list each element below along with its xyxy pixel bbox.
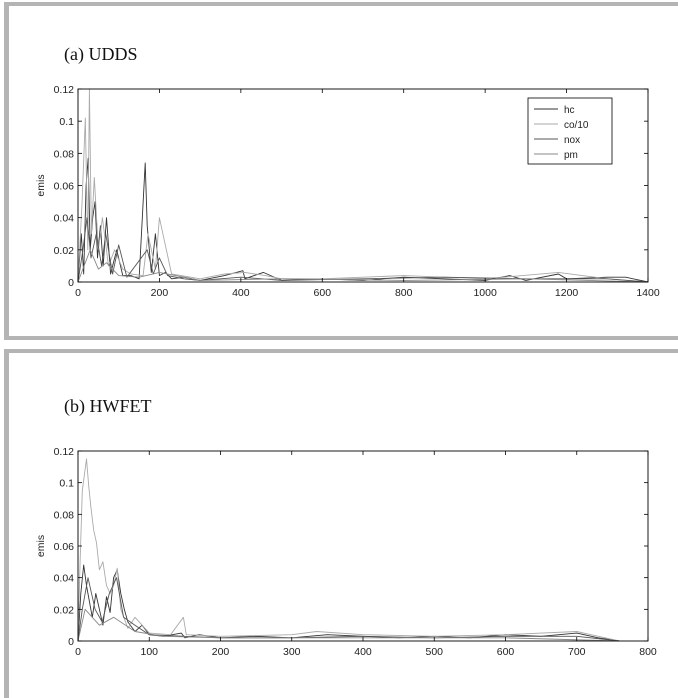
chart-title: (b) HWFET	[64, 396, 152, 416]
y-tick-label: 0.02	[54, 245, 75, 257]
legend-label-co/10: co/10	[564, 120, 589, 131]
x-tick-label: 200	[151, 287, 169, 299]
x-tick-label: 500	[425, 646, 443, 658]
x-tick-label: 800	[639, 646, 657, 658]
y-tick-label: 0.06	[54, 181, 75, 193]
y-axis-label: emis	[35, 174, 47, 196]
x-tick-label: 700	[568, 646, 586, 658]
chart-0: 0 200 400 600 800 1000 1200 1400 0 0.02 0.04 0.06 0.…	[35, 84, 660, 299]
series-line-hc	[77, 564, 620, 642]
y-tick-label: 0	[68, 277, 74, 289]
y-tick-label: 0.02	[54, 604, 75, 616]
legend-label-pm: pm	[564, 150, 578, 161]
x-tick-label: 1200	[555, 287, 579, 299]
y-tick-label: 0	[68, 636, 74, 648]
series-line-nox	[77, 217, 649, 283]
y-tick-label: 0.08	[54, 148, 75, 160]
legend-label-hc: hc	[564, 105, 575, 116]
x-tick-label: 200	[212, 646, 230, 658]
x-tick-label: 300	[283, 646, 301, 658]
y-tick-label: 0.04	[54, 573, 75, 585]
y-tick-label: 0.1	[59, 116, 74, 128]
series-line-hc	[77, 157, 649, 283]
series-line-nox	[77, 577, 620, 642]
x-tick-label: 100	[140, 646, 158, 658]
x-tick-label: 400	[354, 646, 372, 658]
chart-title: (a) UDDS	[64, 44, 138, 64]
y-tick-label: 0.1	[59, 478, 74, 490]
x-tick-label: 0	[75, 287, 81, 299]
plot-frame	[77, 450, 649, 642]
y-axis-label: emis	[35, 535, 47, 557]
x-tick-label: 1000	[473, 287, 497, 299]
x-tick-label: 600	[497, 646, 515, 658]
y-tick-label: 0.08	[54, 509, 75, 521]
x-tick-label: 600	[314, 287, 332, 299]
y-tick-label: 0.12	[54, 446, 75, 458]
x-tick-label: 1400	[636, 287, 660, 299]
chart-1: 0 100 200 300 400 500 600 700 800 0 0.02 0.04 0.06 0.…	[35, 446, 657, 658]
series-line-co/10	[77, 88, 649, 283]
chart-panel-udds: (a) UDDS	[4, 2, 678, 340]
y-tick-label: 0.06	[54, 541, 75, 553]
legend-label-nox: nox	[564, 135, 580, 146]
x-tick-label: 800	[395, 287, 413, 299]
x-tick-label: 0	[75, 646, 81, 658]
y-tick-label: 0.12	[54, 84, 75, 96]
x-tick-label: 400	[232, 287, 250, 299]
y-tick-label: 0.04	[54, 213, 75, 225]
series-line-co/10	[77, 458, 620, 642]
